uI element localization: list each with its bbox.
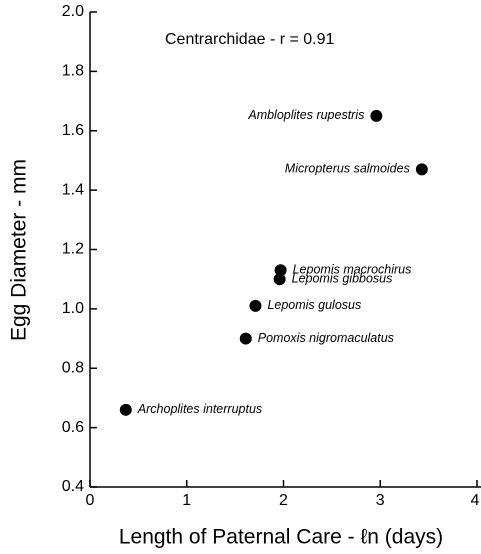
y-tick-label: 1.0 [62,300,84,317]
point [119,403,132,416]
point [274,264,287,277]
point [415,163,428,176]
y-tick-label: 0.8 [62,359,84,376]
y-tick-label: 0.6 [62,419,84,436]
y-tick-label: 1.6 [62,122,84,139]
point-label: Ambloplites rupestris [247,108,364,122]
point-label: Lepomis macrochirus [293,263,412,277]
annotation: Centrarchidae - r = 0.91 [165,31,335,48]
y-tick-label: 0.4 [62,478,84,495]
y-axis-label: Egg Diameter - mm [8,159,31,341]
x-tick-label: 4 [471,492,480,509]
point-label: Micropterus salmoides [285,162,410,176]
y-tick-label: 1.4 [62,181,84,198]
x-axis-label: Length of Paternal Care - ℓn (days) [119,526,443,549]
point-label: Lepomis gulosus [267,298,361,312]
x-tick-label: 2 [279,492,288,509]
x-tick-label: 0 [86,492,95,509]
point [239,332,252,345]
point-label: Lepomis gibbosus [292,271,393,285]
x-tick-label: 3 [376,492,385,509]
y-tick-label: 1.2 [62,241,84,258]
point [249,299,262,312]
x-tick-label: 1 [182,492,191,509]
y-tick-label: 1.8 [62,63,84,80]
point-label: Pomoxis nigromaculatus [258,331,394,345]
point [370,109,383,122]
point-label: Archoplites interruptus [137,402,262,416]
point [273,273,286,286]
y-tick-label: 2.0 [62,3,84,20]
